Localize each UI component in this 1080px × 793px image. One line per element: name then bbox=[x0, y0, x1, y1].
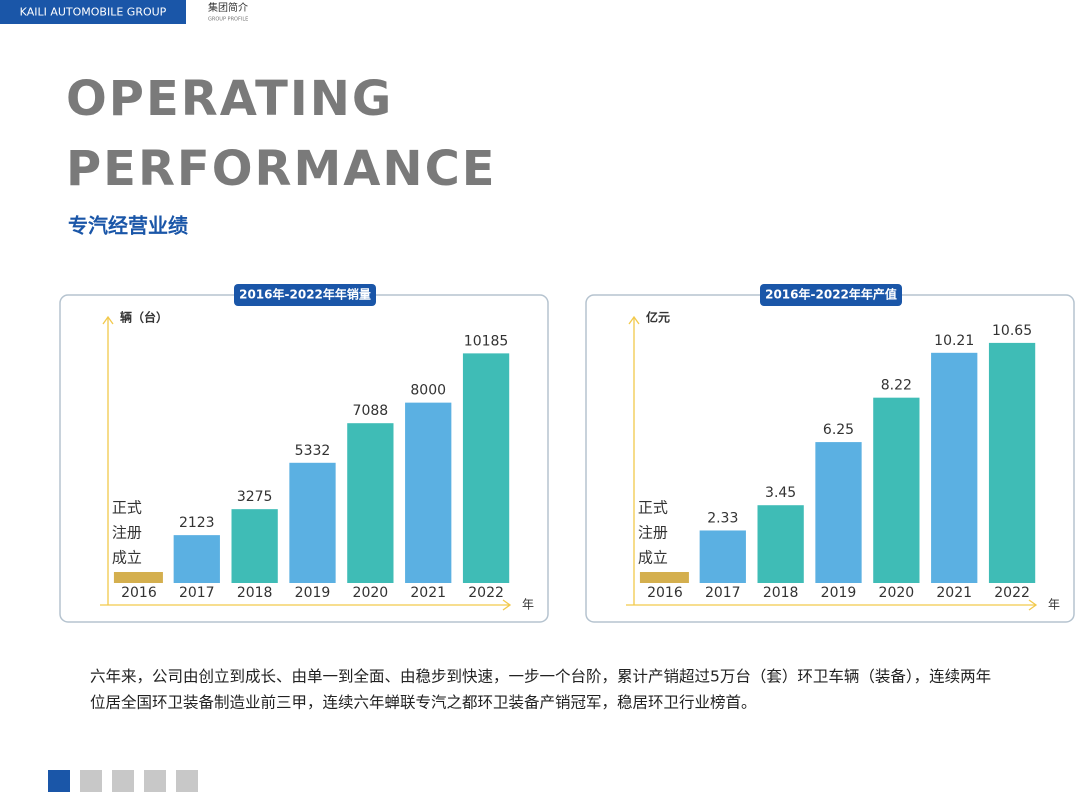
value-label: 3.45 bbox=[765, 485, 796, 501]
chart-title-pill bbox=[760, 284, 902, 306]
page-indicator bbox=[48, 770, 70, 792]
brand: KAILI AUTOMOBILE GROUP bbox=[20, 6, 167, 19]
x-tick-label: 2017 bbox=[705, 585, 741, 601]
value-label: 10185 bbox=[464, 333, 509, 349]
section: 集团简介 bbox=[208, 1, 248, 14]
bar bbox=[462, 353, 510, 583]
x-tick-label: 2018 bbox=[763, 585, 799, 601]
bar bbox=[873, 397, 920, 583]
annotation: 注册 bbox=[638, 524, 668, 542]
founding-marker bbox=[113, 572, 163, 583]
x-axis-label: 年 bbox=[522, 598, 534, 612]
value-label: 8000 bbox=[410, 383, 446, 399]
value-label: 10.65 bbox=[992, 323, 1032, 339]
bar bbox=[988, 342, 1036, 583]
x-tick-label: 2021 bbox=[410, 585, 446, 601]
value-label: 2.33 bbox=[707, 510, 738, 526]
value-label: 2123 bbox=[179, 515, 215, 531]
annotation: 成立 bbox=[638, 549, 668, 567]
value-label: 8.22 bbox=[881, 378, 912, 394]
bar bbox=[231, 509, 278, 583]
subtitle: 专汽经营业绩 bbox=[68, 214, 188, 238]
bar bbox=[405, 402, 452, 583]
value-label: 3275 bbox=[237, 489, 273, 505]
x-tick-label: 2016 bbox=[647, 585, 683, 601]
founding-marker bbox=[639, 572, 689, 583]
x-axis-arrow bbox=[502, 599, 512, 611]
y-axis-label: 亿元 bbox=[646, 310, 670, 325]
bar bbox=[757, 505, 804, 583]
annotation: 正式 bbox=[112, 499, 142, 517]
bar bbox=[347, 423, 394, 583]
x-tick-label: 2017 bbox=[179, 585, 215, 601]
chart-title-pill bbox=[234, 284, 376, 306]
value-label: 7088 bbox=[353, 403, 389, 419]
chart-title: 2016年-2022年年产值 bbox=[765, 287, 897, 302]
y-axis-arrow bbox=[628, 315, 640, 325]
annotation: 成立 bbox=[112, 549, 142, 567]
chart-title: 2016年-2022年年销量 bbox=[239, 287, 371, 302]
section-en: GROUP PROFILE bbox=[208, 17, 248, 23]
x-axis-arrow bbox=[1028, 599, 1038, 611]
bar bbox=[699, 530, 746, 583]
x-tick-label: 2021 bbox=[936, 585, 972, 601]
annotation: 注册 bbox=[112, 524, 142, 542]
value-label: 6.25 bbox=[823, 422, 854, 438]
x-tick-label: 2019 bbox=[821, 585, 857, 601]
x-axis-label: 年 bbox=[1048, 598, 1060, 612]
title-line: OPERATING bbox=[66, 71, 393, 127]
x-tick-label: 2020 bbox=[879, 585, 915, 601]
paragraph-line: 六年来，公司由创立到成长、由单一到全面、由稳步到快速，一步一个台阶，累计产销超过… bbox=[90, 668, 991, 686]
annotation: 正式 bbox=[638, 499, 668, 517]
x-tick-label: 2016 bbox=[121, 585, 157, 601]
bar bbox=[815, 442, 862, 583]
paragraph-line: 位居全国环卫装备制造业前三甲，连续六年蝉联专汽之都环卫装备产销冠军，稳居环卫行业… bbox=[90, 694, 757, 712]
brand-bar bbox=[0, 0, 186, 24]
x-tick-label: 2022 bbox=[468, 585, 504, 601]
page-indicator bbox=[176, 770, 198, 792]
y-axis-arrow bbox=[102, 315, 114, 325]
title-line: PERFORMANCE bbox=[66, 141, 497, 197]
y-axis-label: 辆（台） bbox=[120, 310, 168, 325]
x-tick-label: 2022 bbox=[994, 585, 1030, 601]
bar bbox=[931, 352, 978, 583]
x-tick-label: 2019 bbox=[295, 585, 331, 601]
value-label: 10.21 bbox=[934, 333, 974, 349]
x-tick-label: 2020 bbox=[353, 585, 389, 601]
page-indicator bbox=[80, 770, 102, 792]
x-tick-label: 2018 bbox=[237, 585, 273, 601]
bar bbox=[173, 535, 220, 583]
value-label: 5332 bbox=[295, 443, 331, 459]
page-indicator bbox=[112, 770, 134, 792]
page-indicator bbox=[144, 770, 166, 792]
bar bbox=[289, 462, 336, 583]
